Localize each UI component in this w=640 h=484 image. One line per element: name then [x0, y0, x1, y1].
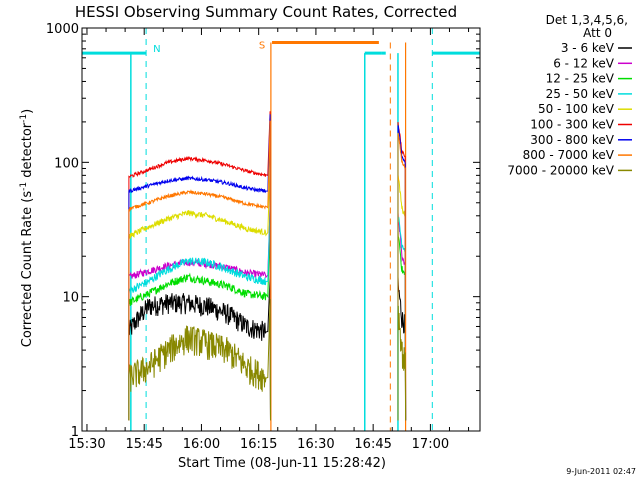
chart-title: HESSI Observing Summary Count Rates, Cor… — [75, 3, 457, 21]
x-axis-label: Start Time (08-Jun-11 15:28:42) — [178, 456, 386, 471]
y-axis-label-sup1: -1 — [19, 182, 29, 191]
x-tick-label: 16:30 — [297, 437, 334, 452]
x-tick-label: 16:00 — [183, 437, 220, 452]
y-tick-label: 10 — [62, 291, 79, 306]
night-flag-label: S — [259, 40, 265, 51]
series-line-pass2 — [397, 216, 407, 421]
legend-label: 3 - 6 keV — [561, 41, 615, 55]
legend-label: 25 - 50 keV — [546, 87, 615, 101]
series-line-pass2 — [397, 212, 407, 421]
series-line-pass2 — [397, 125, 407, 421]
x-tick-label: 15:45 — [125, 437, 162, 452]
series-line-pass1 — [128, 275, 271, 421]
y-axis-label-mid: detector — [20, 122, 35, 182]
legend-label: 6 - 12 keV — [553, 56, 615, 70]
series-line-pass1 — [128, 111, 271, 421]
y-axis-label-main: Corrected Count Rate (s — [20, 191, 35, 348]
generation-timestamp: 9-Jun-2011 02:47 — [566, 467, 636, 476]
legend-label: 300 - 800 keV — [530, 133, 614, 147]
x-axis: 15:30 15:45 16:00 16:15 16:30 16:45 17:00 — [68, 28, 470, 452]
series-line-pass1 — [128, 205, 271, 421]
series-line-pass1 — [128, 298, 271, 421]
y-axis-label-end: ) — [20, 109, 35, 114]
series-line-pass2 — [397, 229, 407, 421]
legend-label: 800 - 7000 keV — [523, 148, 615, 162]
series-line-pass1 — [128, 114, 271, 421]
y-tick-label: 1 — [71, 425, 79, 440]
y-axis: 1 10 100 1000 — [46, 22, 480, 440]
x-tick-label: 15:30 — [68, 437, 105, 452]
series-line-pass2 — [397, 276, 407, 421]
saa-flag-label: N — [153, 44, 160, 55]
x-tick-label: 17:00 — [412, 437, 449, 452]
y-tick-label: 100 — [54, 156, 79, 171]
y-axis-label-sup2: -1 — [19, 114, 29, 123]
plot-frame — [81, 27, 481, 432]
y-axis-label: Corrected Count Rate (s-1 detector-1) — [19, 109, 35, 347]
series-lines — [128, 111, 407, 421]
series-line-pass1 — [128, 120, 271, 421]
series-line-pass2 — [397, 132, 407, 421]
series-line-pass2 — [397, 305, 407, 421]
y-tick-label: 1000 — [46, 22, 79, 37]
legend-label: 7000 - 20000 keV — [507, 163, 614, 177]
x-tick-label: 16:45 — [354, 437, 391, 452]
legend-label: 50 - 100 keV — [538, 102, 615, 116]
series-line-pass2 — [397, 175, 407, 421]
series-line-pass1 — [128, 205, 271, 421]
legend-header-line1: Det 1,3,4,5,6, — [546, 13, 628, 27]
legend-label: 12 - 25 keV — [546, 72, 615, 86]
series-line-pass1 — [128, 221, 271, 421]
legend-header-line2: Att 0 — [583, 26, 612, 40]
legend-label: 100 - 300 keV — [530, 118, 614, 132]
series-line-pass1 — [128, 164, 271, 421]
x-tick-label: 16:15 — [240, 437, 277, 452]
